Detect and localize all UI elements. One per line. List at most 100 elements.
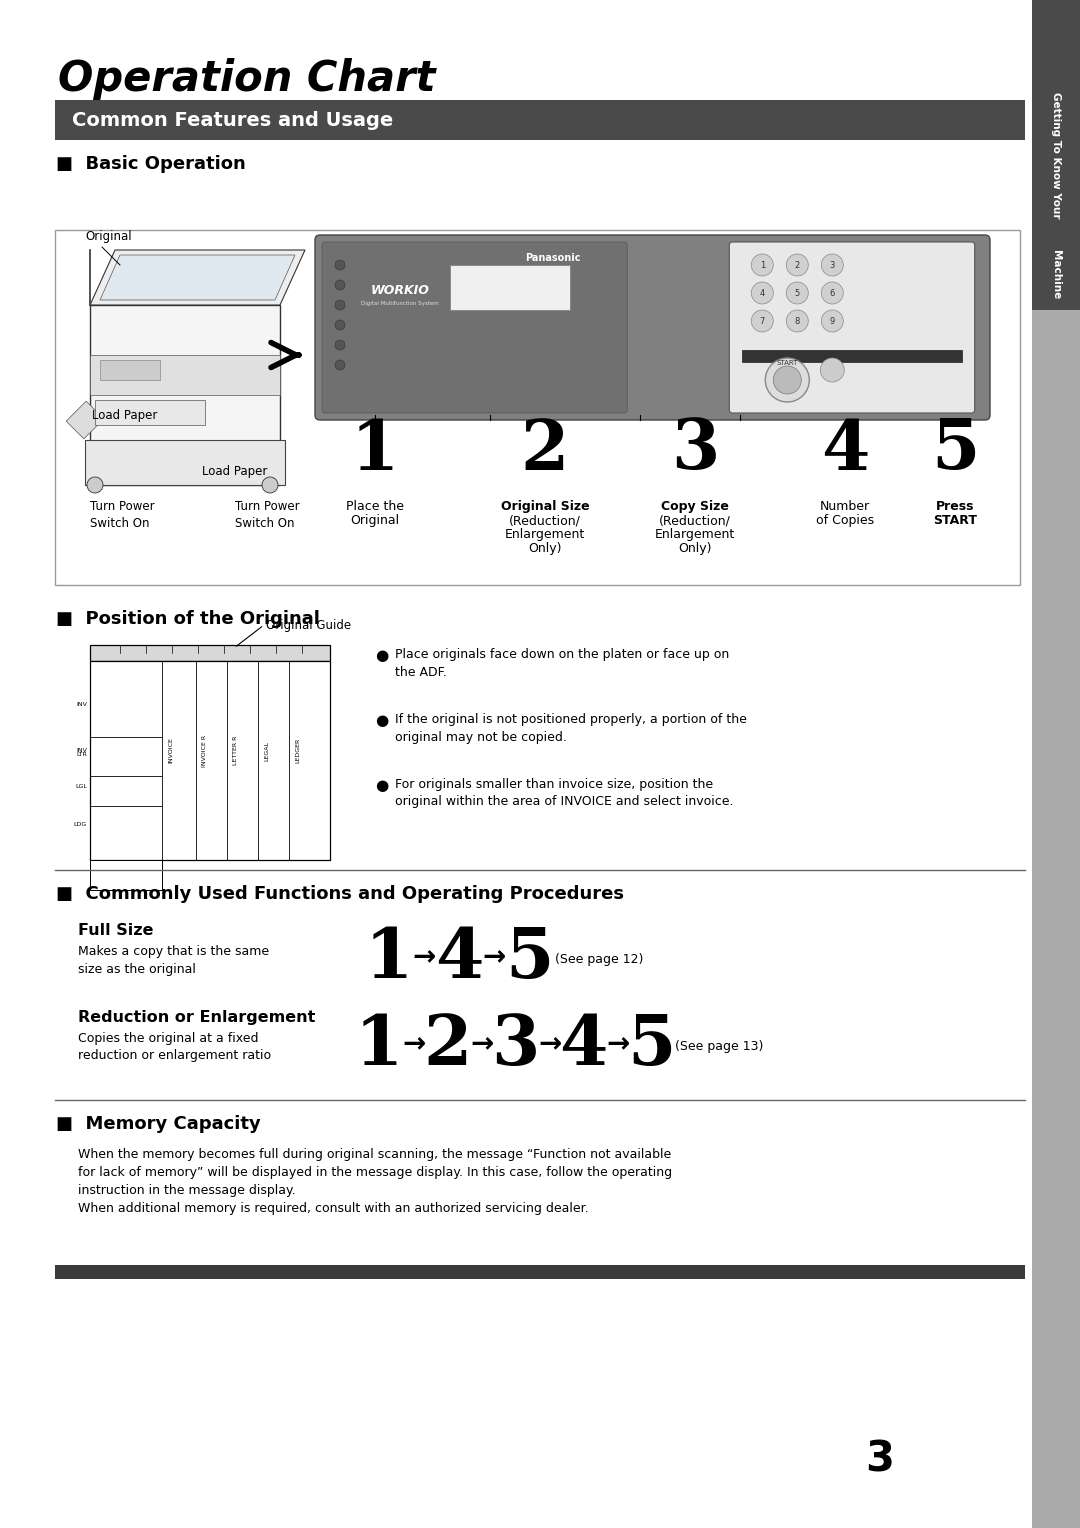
Text: Only): Only) — [678, 542, 712, 555]
Text: LEGAL: LEGAL — [264, 741, 269, 761]
Text: LGL: LGL — [76, 784, 87, 788]
Text: 3: 3 — [671, 417, 719, 483]
Text: →: → — [538, 1030, 562, 1057]
Text: INV: INV — [76, 703, 87, 707]
Circle shape — [821, 358, 845, 382]
Text: Number: Number — [820, 500, 870, 513]
Text: ■  Basic Operation: ■ Basic Operation — [56, 154, 246, 173]
Text: 5: 5 — [505, 924, 553, 992]
Text: 2: 2 — [795, 260, 800, 269]
Text: When the memory becomes full during original scanning, the message “Function not: When the memory becomes full during orig… — [78, 1148, 672, 1215]
Bar — [742, 350, 961, 362]
Circle shape — [786, 283, 808, 304]
Circle shape — [87, 477, 103, 494]
Text: ■  Memory Capacity: ■ Memory Capacity — [56, 1115, 260, 1132]
Circle shape — [752, 310, 773, 332]
Text: For originals smaller than invoice size, position the
original within the area o: For originals smaller than invoice size,… — [395, 778, 733, 808]
Text: 5: 5 — [931, 417, 980, 483]
Circle shape — [766, 358, 809, 402]
Text: Press: Press — [935, 500, 974, 513]
Bar — [1032, 0, 1080, 310]
Text: 4: 4 — [559, 1012, 607, 1079]
Bar — [100, 361, 160, 380]
Text: 8: 8 — [795, 316, 800, 325]
Text: 5: 5 — [795, 289, 800, 298]
Circle shape — [786, 254, 808, 277]
Text: 3: 3 — [491, 1012, 539, 1079]
Circle shape — [752, 283, 773, 304]
Text: 3: 3 — [865, 1439, 894, 1481]
Text: Turn Power
Switch On: Turn Power Switch On — [90, 500, 154, 530]
Text: INV
LTR: INV LTR — [76, 747, 87, 758]
Bar — [90, 860, 162, 889]
Text: INVOICE: INVOICE — [167, 738, 173, 764]
Text: LEDGER: LEDGER — [295, 738, 300, 762]
Text: WORKIO: WORKIO — [370, 284, 430, 296]
Text: START: START — [777, 361, 798, 367]
Text: Copies the original at a fixed
reduction or enlargement ratio: Copies the original at a fixed reduction… — [78, 1031, 271, 1062]
Text: Turn Power
Switch On: Turn Power Switch On — [235, 500, 299, 530]
Polygon shape — [90, 251, 305, 306]
Text: Makes a copy that is the same
size as the original: Makes a copy that is the same size as th… — [78, 944, 269, 975]
Bar — [90, 645, 330, 662]
Text: Enlargement: Enlargement — [654, 529, 735, 541]
Text: Reduction or Enlargement: Reduction or Enlargement — [78, 1010, 315, 1025]
Text: 1: 1 — [365, 924, 414, 992]
Text: ●: ● — [375, 648, 388, 663]
Text: Enlargement: Enlargement — [504, 529, 585, 541]
Circle shape — [335, 280, 345, 290]
Text: ●: ● — [375, 714, 388, 727]
Text: If the original is not positioned properly, a portion of the
original may not be: If the original is not positioned proper… — [395, 714, 747, 744]
Text: LETTER R: LETTER R — [232, 736, 238, 766]
Bar — [55, 1265, 1025, 1279]
Bar — [90, 662, 330, 860]
Text: Original Guide: Original Guide — [266, 619, 351, 631]
Text: Original: Original — [85, 231, 132, 243]
Text: Panasonic: Panasonic — [525, 254, 581, 263]
Text: 6: 6 — [829, 289, 835, 298]
Text: 1: 1 — [351, 417, 400, 483]
Text: START: START — [933, 513, 977, 527]
Bar — [90, 354, 280, 396]
FancyArrow shape — [66, 402, 104, 439]
Bar — [95, 400, 205, 425]
FancyBboxPatch shape — [729, 241, 974, 413]
Text: INVOICE R: INVOICE R — [202, 735, 206, 767]
Text: (Reduction/: (Reduction/ — [509, 513, 581, 527]
Text: (See page 13): (See page 13) — [675, 1041, 764, 1053]
Circle shape — [821, 254, 843, 277]
Text: 3: 3 — [829, 260, 835, 269]
Circle shape — [335, 319, 345, 330]
Text: (See page 12): (See page 12) — [555, 953, 644, 966]
Bar — [85, 440, 285, 484]
Circle shape — [335, 260, 345, 270]
FancyBboxPatch shape — [322, 241, 627, 413]
Bar — [90, 306, 280, 484]
Text: 1: 1 — [759, 260, 765, 269]
Bar — [55, 231, 1020, 585]
Text: of Copies: of Copies — [815, 513, 874, 527]
Text: 2: 2 — [423, 1012, 471, 1079]
FancyBboxPatch shape — [315, 235, 990, 420]
Text: Load Paper: Load Paper — [202, 465, 268, 478]
Text: ●: ● — [375, 778, 388, 793]
Text: →: → — [402, 1030, 426, 1057]
Text: 4: 4 — [759, 289, 765, 298]
Text: →: → — [482, 943, 505, 970]
Bar — [450, 264, 570, 310]
Text: Digital Multifunction System: Digital Multifunction System — [361, 301, 438, 306]
Text: →: → — [606, 1030, 630, 1057]
Text: Original: Original — [350, 513, 400, 527]
Text: 9: 9 — [829, 316, 835, 325]
Text: ■  Commonly Used Functions and Operating Procedures: ■ Commonly Used Functions and Operating … — [56, 885, 624, 903]
Text: Place originals face down on the platen or face up on
the ADF.: Place originals face down on the platen … — [395, 648, 729, 678]
Text: Copy Size: Copy Size — [661, 500, 729, 513]
Text: 2: 2 — [521, 417, 569, 483]
Circle shape — [262, 477, 278, 494]
Text: Only): Only) — [528, 542, 562, 555]
Text: 4: 4 — [435, 924, 484, 992]
Circle shape — [786, 310, 808, 332]
Text: Load Paper: Load Paper — [92, 408, 158, 422]
Text: Common Features and Usage: Common Features and Usage — [72, 110, 393, 130]
Bar — [55, 99, 1025, 141]
